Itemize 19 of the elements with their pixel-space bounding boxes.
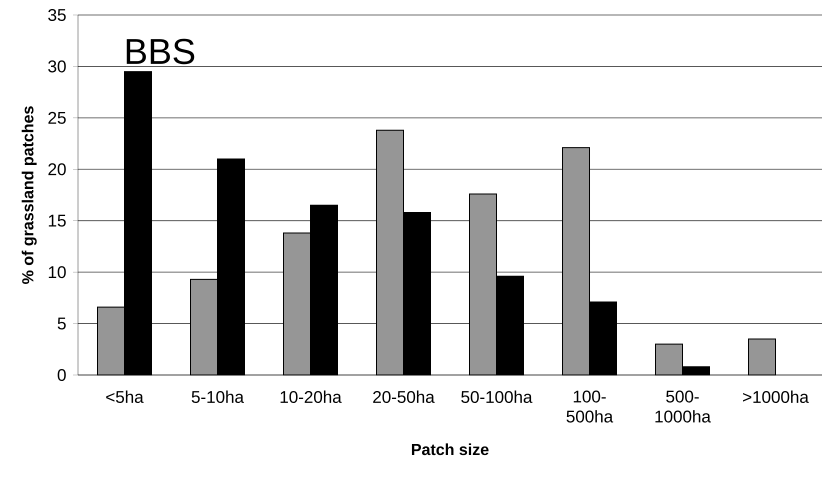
x-axis-title: Patch size: [412, 443, 489, 456]
y-tick-label: 25: [48, 112, 66, 124]
y-tick-label: 0: [58, 368, 66, 382]
x-tick-label: 100-500ha: [566, 390, 614, 423]
annotation: BBS: [126, 38, 194, 64]
x-tick-label: <5ha: [106, 390, 144, 404]
y-tick-label: 15: [48, 214, 66, 227]
y-tick-label: 5: [58, 318, 66, 330]
x-tick-label: 500-1000ha: [655, 390, 711, 423]
y-tick-label: 20: [48, 163, 66, 176]
x-tick-label: 10-20ha: [280, 390, 342, 404]
x-tick-label: 50-100ha: [461, 390, 532, 404]
x-tick-label: 5-10ha: [192, 390, 244, 404]
x-tick-label: >1000ha: [743, 390, 809, 404]
y-tick-label: 30: [48, 60, 66, 72]
y-tick-label: 35: [48, 8, 66, 22]
y-axis-title: % of grassland patches: [22, 106, 37, 284]
y-tick-label: 10: [48, 266, 66, 278]
x-tick-label: 20-50ha: [373, 390, 435, 404]
